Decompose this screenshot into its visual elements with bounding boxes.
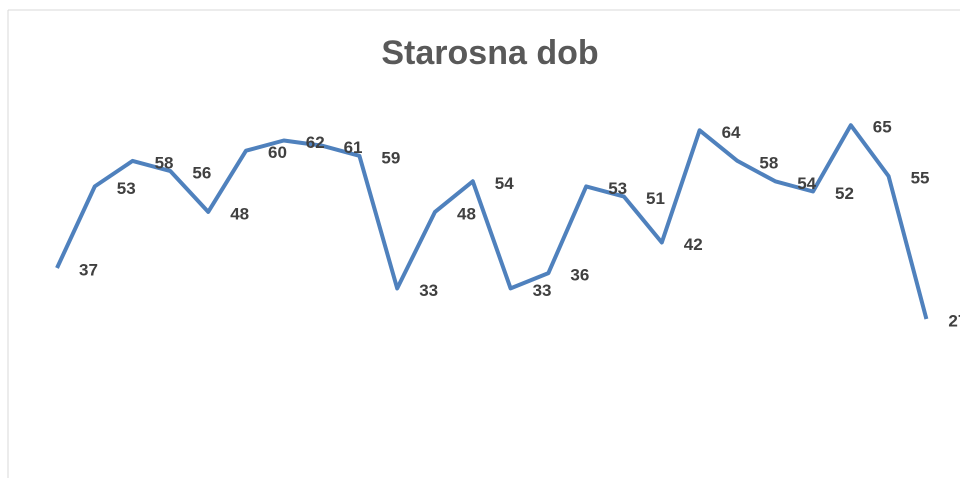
data-label: 60 [268,143,287,162]
data-label: 36 [570,266,589,285]
data-label: 48 [457,204,476,223]
data-label: 51 [646,189,665,208]
data-label: 64 [722,123,741,142]
data-label: 52 [835,184,854,203]
data-label: 48 [230,204,249,223]
data-label: 37 [79,260,98,279]
data-label: 53 [608,179,627,198]
data-label: 27 [948,311,960,330]
data-label: 53 [117,179,136,198]
data-label: 54 [797,174,816,193]
data-label: 61 [344,138,363,157]
data-label: 58 [759,153,778,172]
data-label: 56 [192,164,211,183]
data-label: 42 [684,235,703,254]
data-label: 58 [155,153,174,172]
data-label: 54 [495,174,514,193]
data-label: 55 [911,169,930,188]
data-label: 62 [306,133,325,152]
data-label: 33 [419,281,438,300]
chart-title: Starosna dob [381,34,598,72]
data-line [55,123,929,320]
data-label: 65 [873,118,892,137]
data-label: 59 [381,148,400,167]
data-label: 33 [533,281,552,300]
